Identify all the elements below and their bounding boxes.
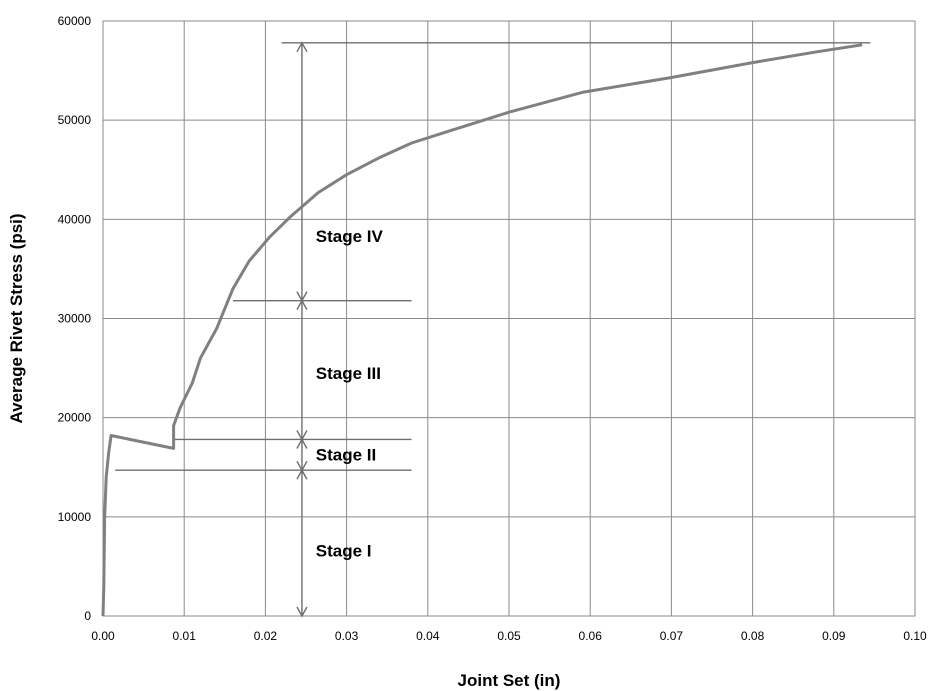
stage-label: Stage III — [316, 364, 381, 383]
arrow-head-up — [296, 438, 308, 449]
y-tick-label: 60000 — [58, 14, 92, 28]
x-axis-tick-labels: 0.00 0.01 0.02 0.03 0.04 0.05 0.06 0.07 0.08 0.09… — [91, 629, 927, 643]
y-tick-label: 50000 — [58, 113, 92, 127]
plot-area-frame — [102, 20, 916, 617]
x-tick-label: 0.04 — [416, 629, 440, 643]
grid-lines — [102, 20, 916, 617]
x-tick-label: 0.08 — [741, 629, 765, 643]
stage-arrow — [296, 438, 308, 472]
stage-arrow — [296, 41, 308, 303]
x-tick-label: 0.03 — [335, 629, 359, 643]
arrow-head-down — [296, 606, 308, 618]
x-axis-title: Joint Set (in) — [458, 671, 561, 690]
stage-boundary-lines — [115, 42, 871, 471]
stage-label: Stage II — [316, 445, 376, 464]
x-tick-label: 0.09 — [822, 629, 846, 643]
stage-arrow — [296, 299, 308, 441]
arrow-head-up — [296, 468, 308, 480]
x-tick-label: 0.10 — [903, 629, 927, 643]
y-tick-label: 20000 — [58, 411, 92, 425]
y-axis-tick-labels: 0 10000 20000 30000 40000 50000 60000 — [58, 14, 92, 623]
y-axis-title: Average Rivet Stress (psi) — [7, 213, 26, 423]
stage-arrow — [296, 468, 308, 618]
stage-label: Stage I — [316, 542, 372, 561]
arrow-head-up — [296, 41, 308, 53]
stress-curve-series — [101, 43, 863, 617]
stage-arrows — [296, 41, 308, 618]
x-tick-label: 0.01 — [173, 629, 197, 643]
x-tick-label: 0.06 — [579, 629, 603, 643]
x-tick-label: 0.02 — [254, 629, 278, 643]
y-tick-label: 0 — [84, 609, 91, 623]
x-tick-label: 0.05 — [497, 629, 521, 643]
stage-labels: Stage IV Stage III Stage II Stage I — [316, 227, 384, 560]
stage-label: Stage IV — [316, 227, 384, 246]
y-tick-label: 10000 — [58, 510, 92, 524]
x-tick-label: 0.07 — [660, 629, 684, 643]
y-tick-label: 30000 — [58, 312, 92, 326]
arrow-head-up — [296, 299, 308, 310]
y-tick-label: 40000 — [58, 212, 92, 226]
x-tick-label: 0.00 — [91, 629, 115, 643]
